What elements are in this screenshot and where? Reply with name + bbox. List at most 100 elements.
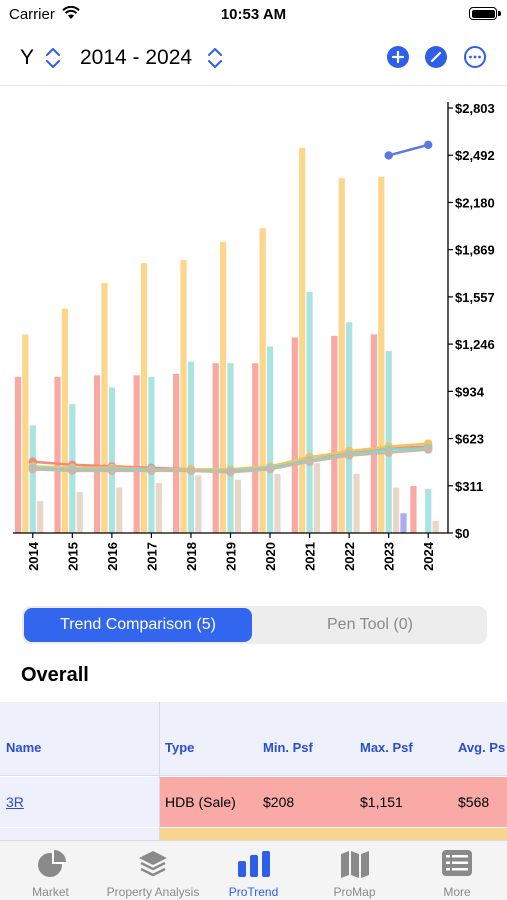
y-tick-label: $311: [455, 479, 483, 494]
header-min-psf[interactable]: Min. Psf: [263, 740, 313, 755]
add-icon: [391, 50, 405, 64]
chart-bar: [346, 322, 353, 533]
chart-bar: [22, 334, 29, 533]
chart-bar: [101, 282, 108, 533]
chart-bar: [370, 334, 377, 533]
trend-chart[interactable]: $2,803 $2,492 $2,180 $1,869 $1,557 $1,246 $934…: [0, 90, 507, 590]
chart-bar: [116, 487, 123, 533]
x-tick-label: 2021: [303, 542, 318, 571]
tab-market[interactable]: Market: [0, 841, 101, 900]
chart-bar: [180, 260, 187, 533]
chart-bar: [187, 361, 195, 533]
tab-property-analysis[interactable]: Property Analysis: [101, 841, 205, 900]
row-data-cells: HDB (Sale) $208 $1,151 $568: [160, 777, 507, 827]
chart-bar: [155, 482, 162, 533]
edit-icon: [430, 51, 442, 63]
row-name-cell: 3R: [0, 777, 159, 827]
chart-bar: [220, 241, 227, 533]
list-icon: [442, 850, 472, 876]
chart-bar: [410, 485, 417, 533]
tab-label: ProTrend: [228, 885, 279, 899]
row-type: HDB (Sale): [165, 794, 236, 810]
chart-bar: [212, 363, 219, 533]
chart-bar: [306, 291, 313, 533]
chart-point: [107, 466, 117, 476]
chart-bar: [432, 520, 439, 533]
chart-bar: [195, 475, 202, 533]
chart-bar: [29, 425, 36, 533]
chart-point: [384, 151, 393, 160]
battery-nub: [498, 11, 501, 16]
row-max-psf: $1,151: [360, 794, 403, 810]
chart-bar: [385, 351, 392, 533]
tab-label: Market: [32, 885, 69, 899]
tab-more[interactable]: More: [407, 841, 507, 900]
chart-point: [384, 448, 393, 457]
y-tick-label: $1,246: [455, 337, 495, 352]
chart-bar: [108, 387, 115, 533]
row-name-link[interactable]: 3R: [6, 794, 24, 810]
tab-bar: Market Property Analysis ProTrend ProMap: [0, 840, 507, 900]
header-type[interactable]: Type: [165, 740, 195, 755]
chart-bar: [291, 337, 298, 533]
chart-bar: [378, 176, 385, 533]
tab-label: ProMap: [333, 885, 376, 899]
x-tick-label: 2015: [65, 542, 80, 571]
chart-bar: [425, 489, 432, 533]
y-tick-label: $623: [455, 432, 484, 447]
table-row[interactable]: [0, 828, 507, 842]
chart-bar: [173, 373, 180, 533]
chart-point: [424, 445, 433, 454]
tab-promap[interactable]: ProMap: [302, 841, 407, 900]
edit-button[interactable]: [425, 46, 447, 68]
battery-icon: [469, 7, 497, 20]
chart-bar: [133, 375, 140, 533]
more-icon: [469, 55, 481, 59]
chart-point: [226, 468, 235, 477]
y-tick-label: $1,557: [455, 290, 495, 305]
row-data-cells: [160, 828, 507, 842]
status-bar: Carrier 10:53 AM: [0, 0, 507, 30]
x-tick-label: 2016: [105, 542, 120, 571]
chart-bar: [299, 147, 306, 533]
y-tick-label: $0: [455, 526, 469, 541]
chart-point: [305, 457, 314, 466]
x-tick-label: 2019: [224, 542, 239, 571]
chart-bar: [140, 263, 148, 533]
date-range-selector[interactable]: 2014 - 2024: [80, 46, 193, 69]
wifi-icon: [62, 6, 80, 19]
pie-chart-icon: [37, 850, 66, 877]
tab-protrend[interactable]: ProTrend: [205, 841, 302, 900]
tab-label: Property Analysis: [106, 885, 200, 899]
chart-point: [344, 451, 354, 460]
tab-trend-comparison[interactable]: Trend Comparison (5): [24, 608, 252, 642]
chart-bar: [37, 501, 44, 533]
table-header: Name Type Min. Psf Max. Psf Avg. Ps: [0, 702, 507, 776]
chevron-up-down-icon[interactable]: [43, 47, 63, 69]
y-tick-label: $2,803: [455, 101, 495, 116]
row-name-cell: [0, 828, 159, 842]
header-avg-psf[interactable]: Avg. Ps: [458, 740, 506, 755]
chart-bar: [392, 487, 400, 533]
segmented-control: Trend Comparison (5) Pen Tool (0): [22, 606, 487, 644]
table-row[interactable]: 3R HDB (Sale) $208 $1,151 $568: [0, 777, 507, 827]
chart-point: [68, 466, 77, 476]
x-tick-label: 2018: [184, 542, 199, 571]
chart-bar: [76, 492, 83, 533]
chart-bar: [313, 463, 321, 533]
y-tick-label: $2,492: [455, 148, 495, 163]
x-tick-label: 2024: [421, 541, 436, 571]
chart-point: [28, 465, 37, 474]
chart-series-line: [388, 143, 429, 157]
chart-bar: [148, 376, 155, 533]
tab-pen-tool[interactable]: Pen Tool (0): [327, 616, 413, 633]
chart-point: [147, 466, 156, 476]
x-tick-label: 2022: [342, 542, 357, 571]
add-button[interactable]: [387, 46, 409, 68]
more-button[interactable]: [464, 46, 486, 68]
header-name[interactable]: Name: [6, 740, 42, 755]
chart-bar: [331, 335, 338, 533]
chevron-up-down-icon[interactable]: [205, 47, 225, 69]
period-type-selector[interactable]: Y: [20, 46, 35, 69]
header-max-psf[interactable]: Max. Psf: [360, 740, 413, 755]
